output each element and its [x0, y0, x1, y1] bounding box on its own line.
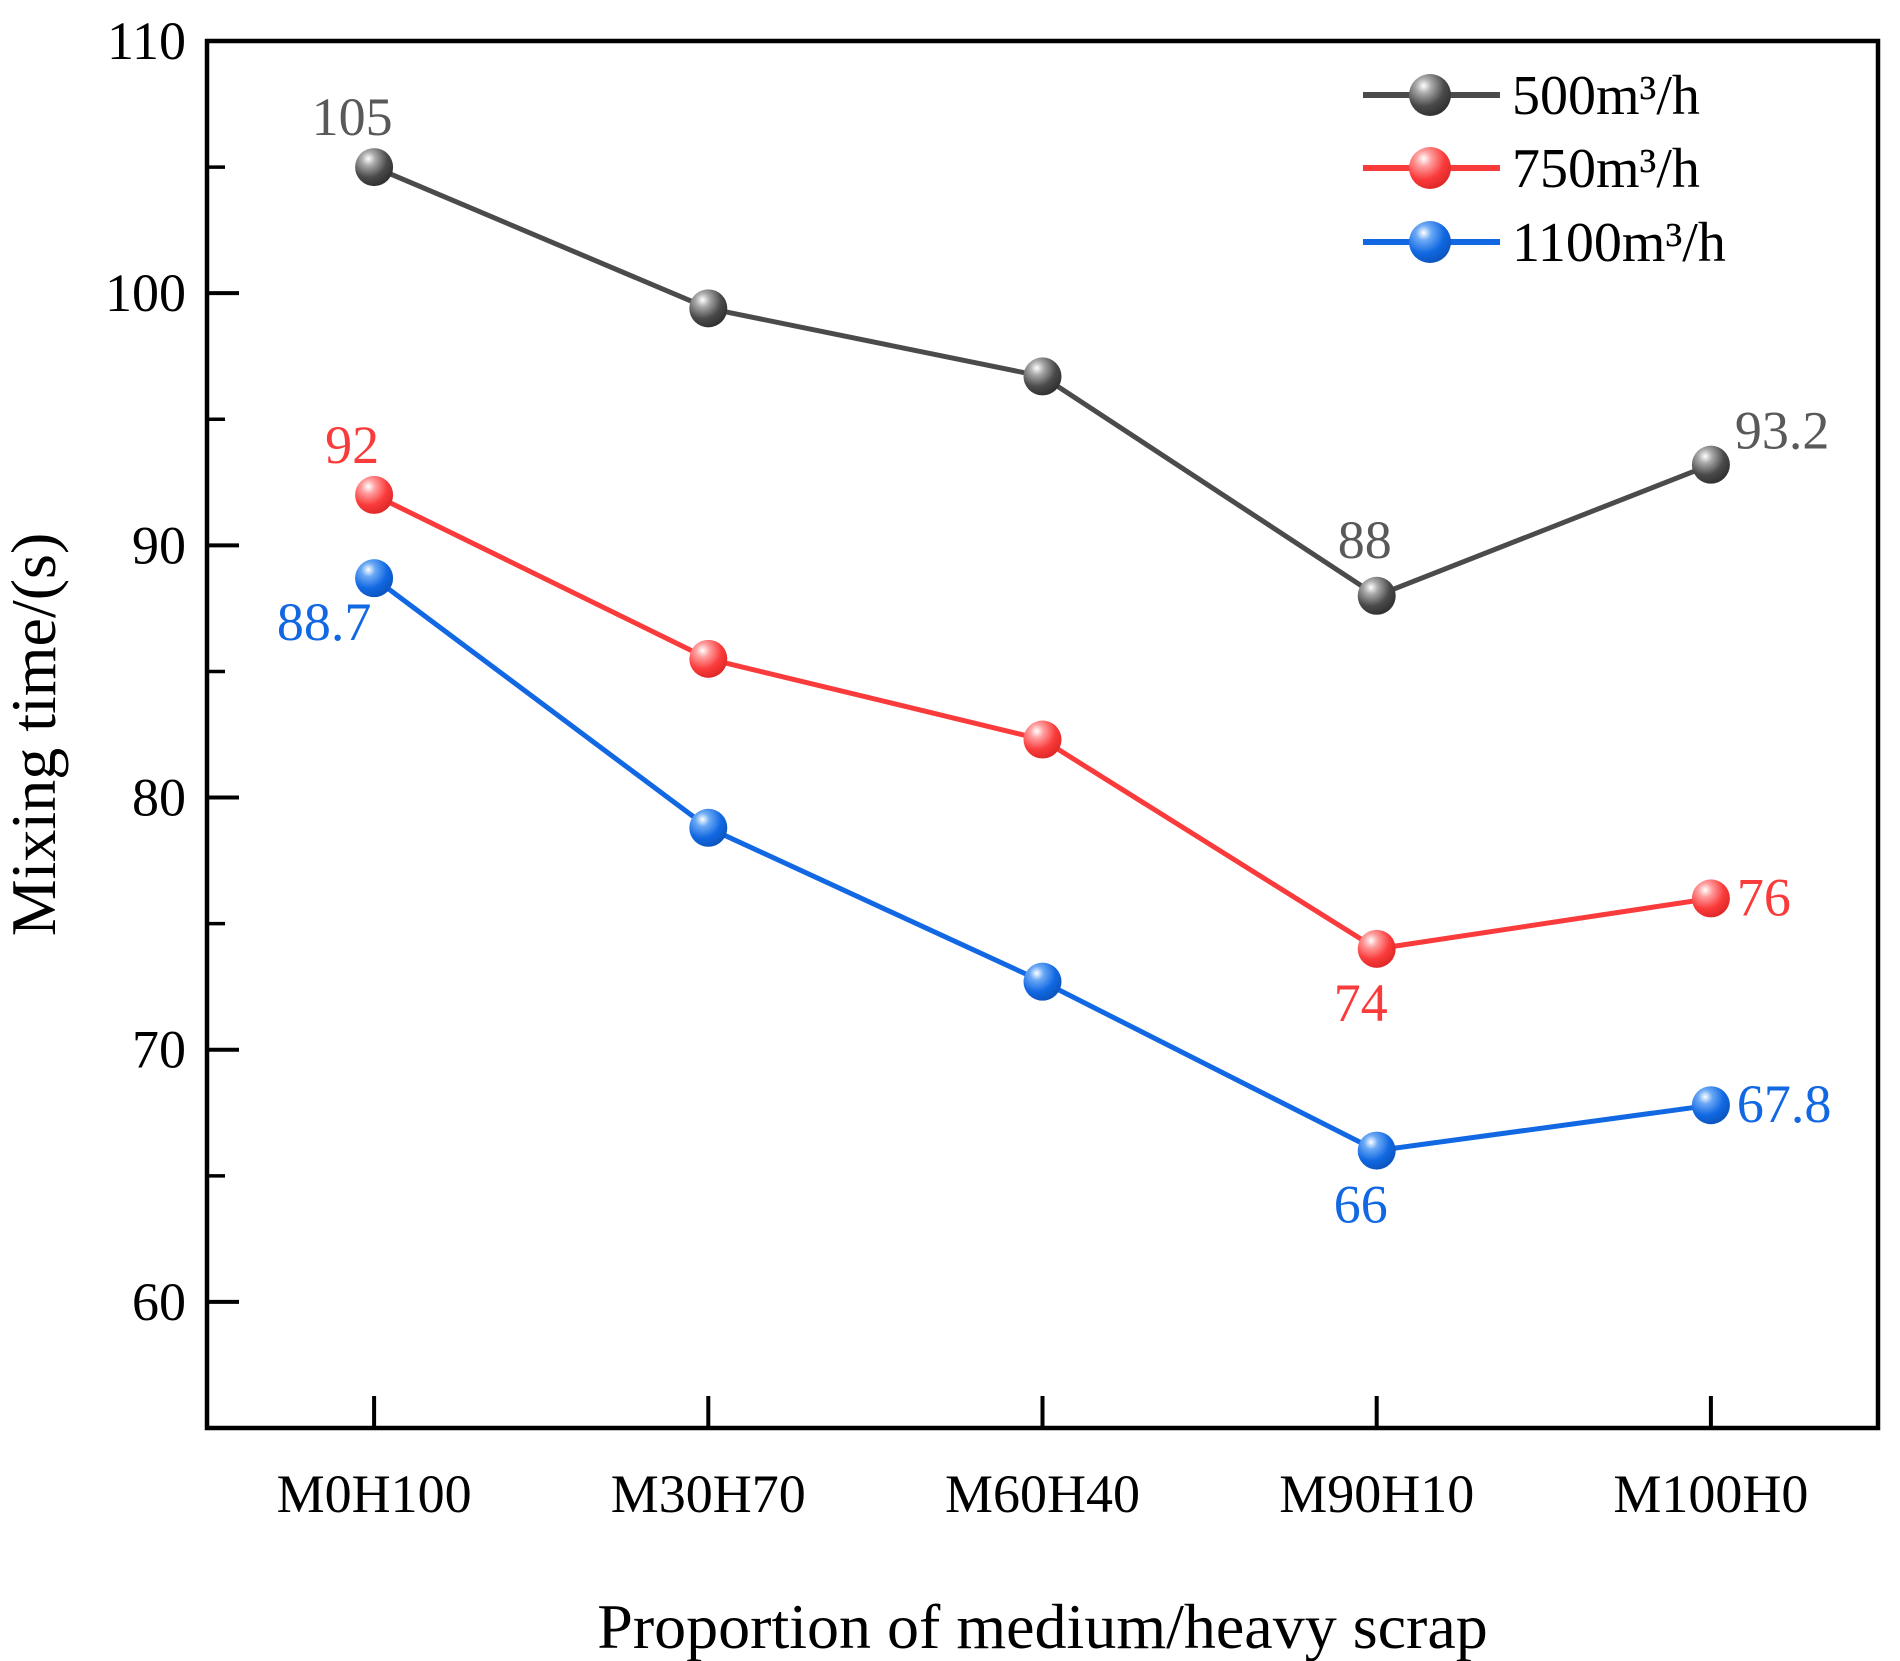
data-point: [1691, 879, 1730, 918]
y-tick-label: 60: [132, 1272, 186, 1332]
data-point-label: 67.8: [1737, 1074, 1832, 1134]
data-point-label: 66: [1334, 1175, 1388, 1235]
legend-marker: [1409, 147, 1451, 189]
data-point-label: 88: [1338, 510, 1392, 570]
y-tick-label: 100: [105, 263, 186, 323]
x-axis: M0H100 M30H70 M60H40 M90H10 M100H0: [277, 1396, 1808, 1524]
legend-item-500mh: 500m³/h: [1363, 65, 1700, 127]
data-point: [1691, 445, 1730, 484]
x-axis-title: Proportion of medium/heavy scrap: [597, 1591, 1487, 1661]
data-point: [689, 639, 728, 678]
data-point: [1023, 962, 1062, 1001]
data-point: [1357, 576, 1396, 615]
y-tick-label: 90: [132, 515, 186, 575]
data-point: [355, 148, 394, 187]
x-tick-label: M90H10: [1279, 1464, 1474, 1524]
x-tick-label: M100H0: [1613, 1464, 1808, 1524]
x-tick-label: M60H40: [945, 1464, 1140, 1524]
legend-label: 750m³/h: [1512, 138, 1700, 200]
y-tick-label: 80: [132, 768, 186, 828]
data-point-label: 88.7: [277, 592, 372, 652]
series-500mh: 105 88 93.2: [312, 87, 1830, 615]
data-point: [1023, 720, 1062, 759]
x-tick-label: M30H70: [611, 1464, 806, 1524]
data-point: [1691, 1086, 1730, 1125]
legend-label: 1100m³/h: [1512, 212, 1726, 274]
data-point: [1023, 357, 1062, 396]
y-axis-title: Mixing time/(s): [0, 533, 69, 937]
data-point: [689, 289, 728, 328]
data-point-label: 74: [1334, 973, 1388, 1033]
series-1100mh: 88.7 66 67.8: [277, 559, 1832, 1235]
data-point: [355, 559, 394, 598]
x-tick-label: M0H100: [277, 1464, 472, 1524]
series-750mh: 92 74 76: [325, 415, 1791, 1033]
legend-item-750mh: 750m³/h: [1363, 138, 1700, 200]
data-point: [1357, 929, 1396, 968]
data-point-label: 92: [325, 415, 379, 475]
legend-item-1100mh: 1100m³/h: [1363, 212, 1726, 274]
data-point: [1357, 1131, 1396, 1170]
y-axis: 110 100 90 80 70 60: [105, 11, 239, 1332]
y-tick-label: 70: [132, 1020, 186, 1080]
data-point: [355, 475, 394, 514]
legend-marker: [1409, 74, 1451, 116]
legend: 500m³/h 750m³/h 1100m³/h: [1363, 65, 1726, 274]
y-tick-label: 110: [107, 11, 186, 71]
data-point-label: 93.2: [1735, 401, 1830, 461]
legend-label: 500m³/h: [1512, 65, 1700, 127]
data-point-label: 76: [1737, 867, 1791, 927]
data-point-label: 105: [312, 87, 393, 147]
legend-marker: [1409, 221, 1451, 263]
data-point: [689, 808, 728, 847]
